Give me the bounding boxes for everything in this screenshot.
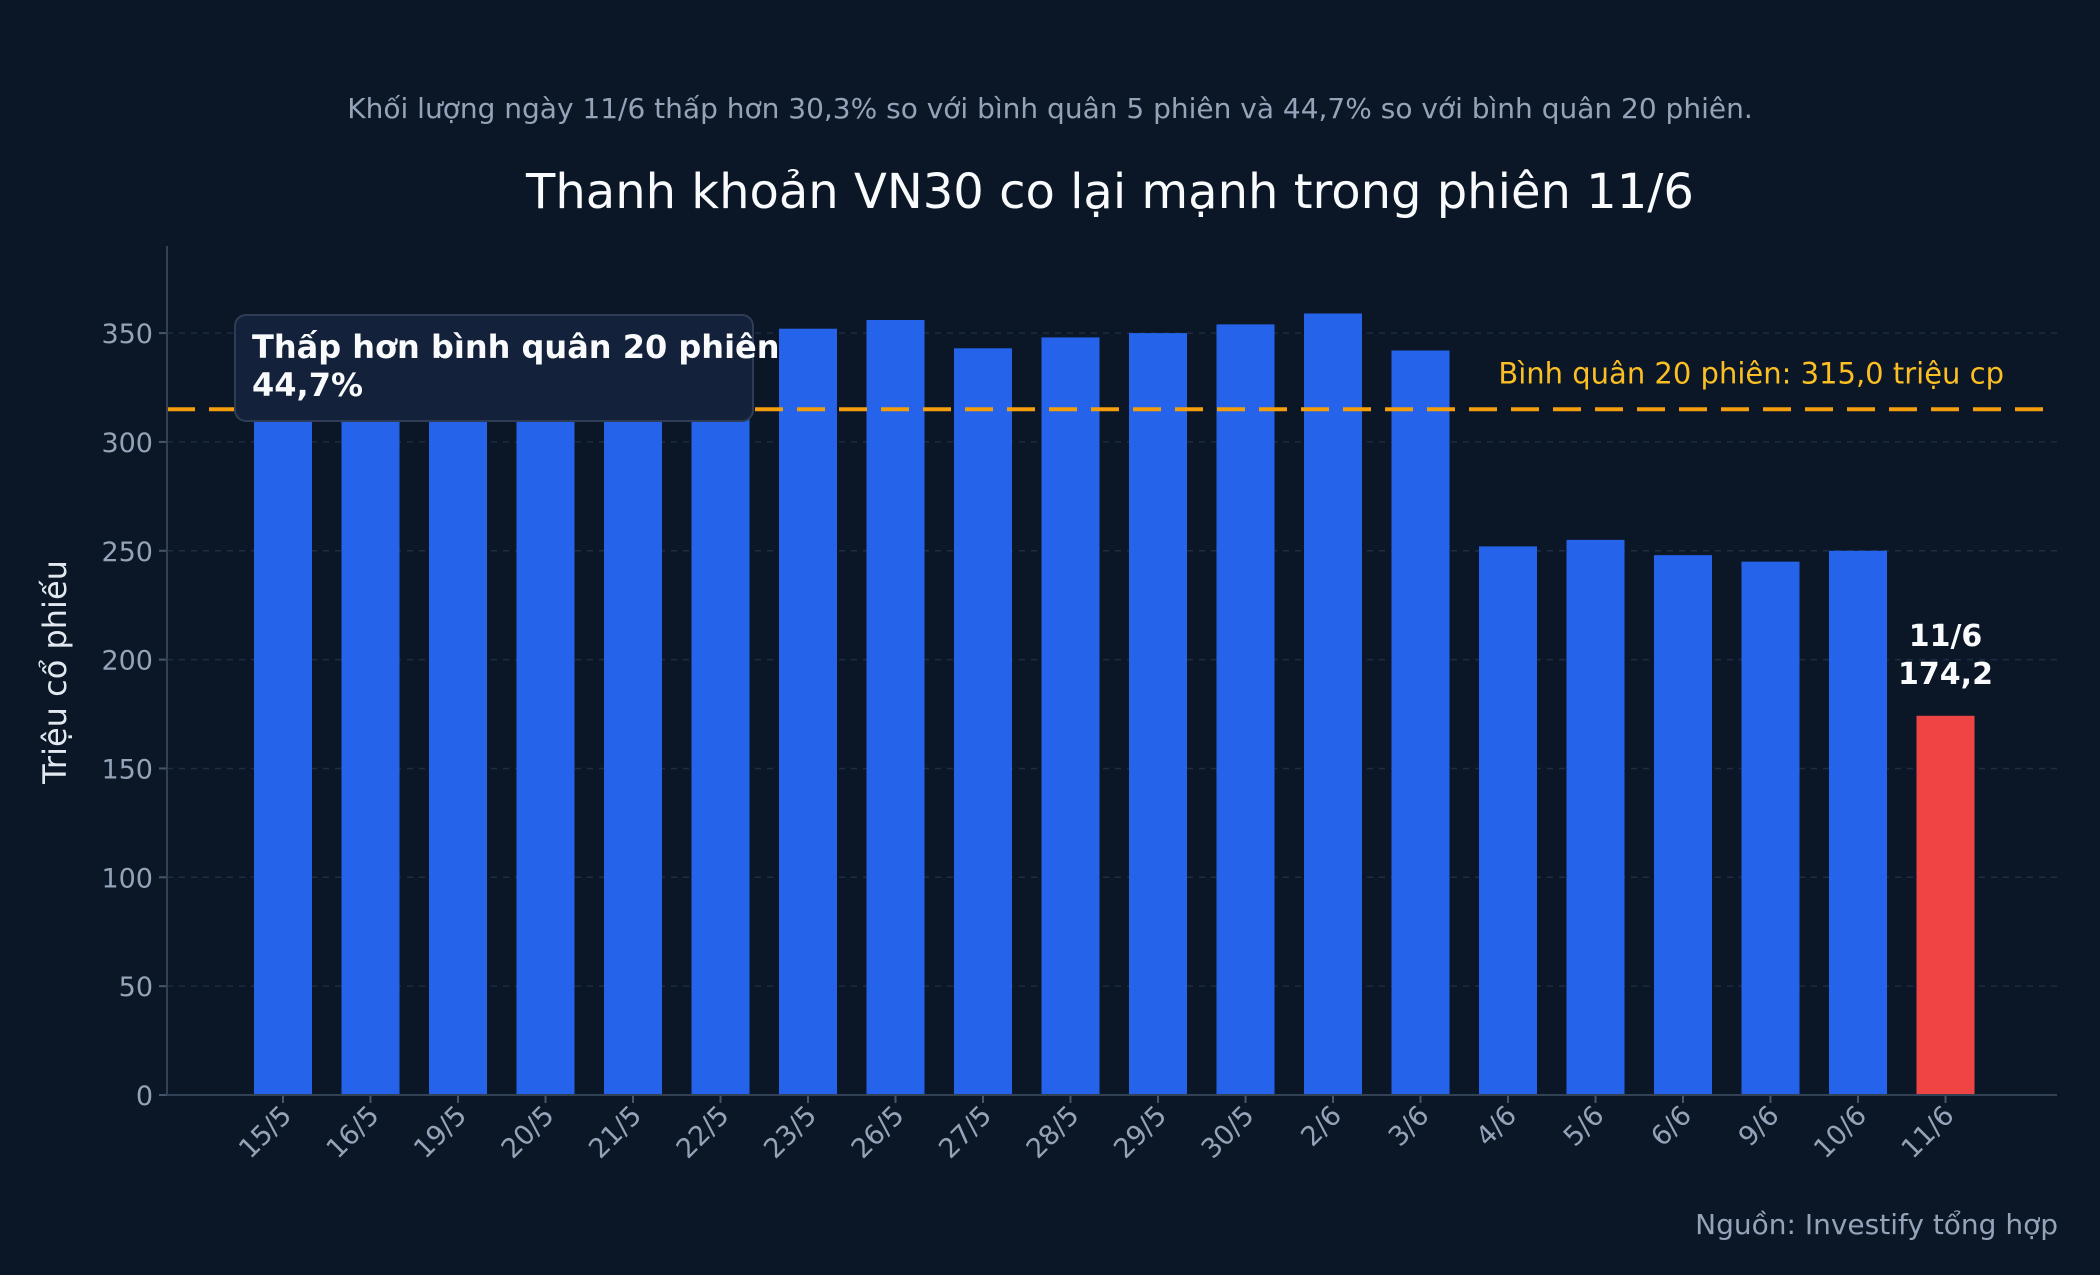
bar (866, 320, 925, 1095)
y-tick-label: 250 (101, 537, 153, 568)
callout-line1: Thấp hơn bình quân 20 phiên (252, 328, 780, 366)
x-tick-label: 22/5 (671, 1100, 736, 1165)
x-tick-label: 9/6 (1733, 1100, 1786, 1153)
y-tick-label: 50 (119, 972, 153, 1003)
callout-line2: 44,7% (252, 366, 364, 404)
y-tick-label: 200 (101, 646, 153, 677)
bar (341, 409, 400, 1095)
x-tick-label: 20/5 (496, 1100, 561, 1165)
y-tick-label: 0 (136, 1081, 153, 1112)
source-note: Nguồn: Investify tổng hợp (1695, 1208, 2058, 1241)
x-tick-label: 27/5 (933, 1100, 998, 1165)
bar (1566, 539, 1625, 1095)
bars (254, 313, 1975, 1096)
x-tick-label: 16/5 (321, 1100, 386, 1165)
bar (1479, 546, 1537, 1095)
average-line-label: Bình quân 20 phiên: 315,0 triệu cp (1498, 356, 2004, 390)
bar (604, 409, 662, 1095)
bar (1129, 333, 1187, 1096)
x-tick-label: 26/5 (846, 1100, 911, 1165)
y-axis-label: Triệu cổ phiếu (36, 560, 74, 785)
bar (1304, 313, 1362, 1095)
bar (1041, 337, 1100, 1095)
x-tick-label: 5/6 (1558, 1100, 1611, 1153)
x-tick-label: 23/5 (758, 1100, 823, 1165)
x-tick-label: 3/6 (1383, 1100, 1436, 1153)
chart-title: Thanh khoản VN30 co lại mạnh trong phiên… (526, 164, 1694, 220)
highlight-value-label: 174,2 (1898, 657, 1993, 692)
highlight-date-label: 11/6 (1909, 619, 1983, 654)
bar-highlight (1916, 715, 1975, 1095)
y-tick-label: 150 (101, 754, 153, 785)
y-tick-label: 100 (101, 863, 153, 894)
chart-subtitle: Khối lượng ngày 11/6 thấp hơn 30,3% so v… (347, 92, 1753, 125)
y-tick-label: 300 (101, 428, 153, 459)
callout-box: Thấp hơn bình quân 20 phiên 44,7% (234, 314, 780, 422)
x-tick-label: 15/5 (233, 1100, 298, 1165)
x-tick-label: 11/6 (1896, 1100, 1961, 1165)
bar (1829, 550, 1887, 1095)
bar (1654, 555, 1712, 1095)
x-tick-label: 6/6 (1645, 1100, 1698, 1153)
x-tick-label: 30/5 (1196, 1100, 1261, 1165)
x-tick-label: 2/6 (1295, 1100, 1348, 1153)
x-tick-label: 4/6 (1470, 1100, 1523, 1153)
x-tick-label: 19/5 (408, 1100, 473, 1165)
bar (516, 409, 575, 1095)
x-tick-label: 10/6 (1808, 1100, 1873, 1165)
bar (254, 409, 312, 1095)
bar (954, 348, 1012, 1095)
axes (159, 246, 2057, 1103)
average-line-group: Bình quân 20 phiên: 315,0 triệu cp (167, 356, 2057, 412)
bar (779, 328, 837, 1095)
y-tick-label: 350 (101, 319, 153, 350)
x-tick-label: 29/5 (1108, 1100, 1173, 1165)
bar (1391, 350, 1450, 1095)
bar (691, 409, 750, 1095)
x-tick-label: 28/5 (1021, 1100, 1086, 1165)
x-tick-label: 21/5 (583, 1100, 648, 1165)
bar (429, 409, 487, 1095)
bar (1741, 561, 1800, 1095)
bar (1216, 324, 1275, 1095)
